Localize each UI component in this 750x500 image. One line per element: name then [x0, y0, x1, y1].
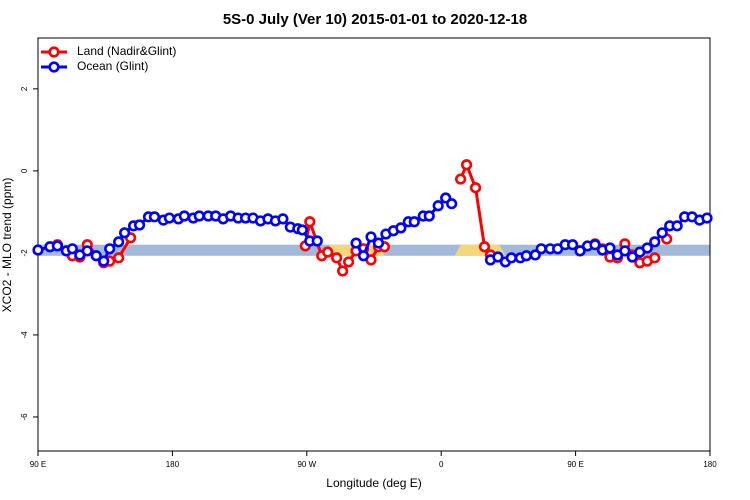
data-point — [81, 245, 93, 257]
data-point — [432, 200, 444, 212]
data-point — [649, 236, 661, 248]
data-point — [51, 240, 64, 252]
x-tick-label: 180 — [703, 460, 717, 469]
data-point — [350, 237, 362, 249]
data-point — [656, 227, 668, 239]
data-point — [357, 250, 370, 262]
data-point — [372, 237, 385, 249]
y-tick-label: -2 — [20, 249, 29, 257]
data-point — [104, 243, 116, 255]
data-point — [520, 250, 532, 262]
data-point — [113, 252, 125, 264]
data-point — [641, 242, 653, 254]
data-point — [408, 216, 420, 228]
data-point — [423, 210, 435, 222]
data-point — [304, 216, 316, 228]
legend-marker — [48, 61, 60, 73]
data-point — [113, 236, 125, 248]
data-point — [365, 231, 377, 243]
legend-label: Land (Nadir&Glint) — [77, 44, 176, 58]
data-point — [626, 251, 638, 263]
data-point — [277, 213, 289, 225]
x-tick-label: 90 W — [297, 460, 316, 469]
data-point — [178, 210, 190, 222]
data-point — [701, 212, 713, 224]
legend-marker — [48, 46, 60, 58]
x-tick-label: 90 E — [30, 460, 46, 469]
data-point — [535, 243, 547, 255]
data-point — [455, 173, 467, 185]
data-point — [163, 212, 176, 224]
data-point — [322, 246, 334, 258]
data-point — [98, 255, 110, 267]
data-point — [505, 252, 517, 264]
x-tick-label: 90 E — [567, 460, 583, 469]
x-tick-label: 0 — [439, 460, 444, 469]
y-axis-label: XCO2 - MLO trend (ppm) — [0, 178, 14, 313]
data-point — [311, 235, 323, 247]
data-point — [343, 256, 355, 268]
data-point — [148, 211, 161, 223]
y-tick-label: -6 — [20, 413, 29, 421]
data-point — [589, 239, 601, 251]
data-point — [193, 210, 205, 222]
data-point — [478, 241, 491, 253]
data-point — [492, 251, 504, 263]
data-point — [619, 245, 631, 257]
data-point — [604, 242, 616, 254]
data-point — [460, 159, 473, 171]
data-point — [395, 222, 407, 234]
x-tick-label: 180 — [166, 460, 180, 469]
data-point — [337, 265, 349, 277]
data-point — [446, 198, 458, 210]
legend-label: Ocean (Glint) — [77, 59, 148, 73]
y-tick-label: -4 — [20, 331, 29, 339]
chart-title: 5S-0 July (Ver 10) 2015-01-01 to 2020-12… — [223, 11, 527, 28]
data-point — [119, 227, 131, 239]
data-point — [567, 239, 579, 251]
data-point — [671, 220, 683, 232]
x-axis-label: Longitude (deg E) — [326, 476, 421, 490]
data-point — [331, 252, 343, 264]
data-point — [649, 252, 661, 264]
data-point — [66, 243, 78, 255]
data-point — [133, 219, 146, 231]
y-tick-label: 0 — [20, 168, 29, 173]
data-point — [296, 224, 308, 236]
data-point — [574, 245, 586, 257]
y-tick-label: 2 — [20, 86, 29, 91]
data-point — [469, 182, 482, 194]
data-point — [32, 244, 44, 256]
data-point — [90, 250, 102, 262]
